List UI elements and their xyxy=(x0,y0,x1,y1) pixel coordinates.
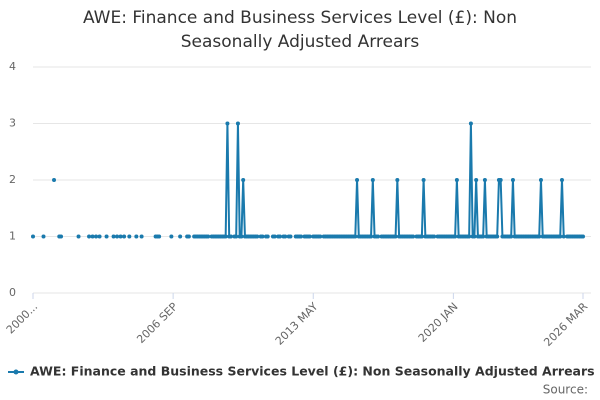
point xyxy=(495,234,500,239)
point xyxy=(52,178,57,182)
point xyxy=(265,234,270,239)
point xyxy=(411,234,416,239)
point xyxy=(104,234,109,239)
point xyxy=(157,234,162,239)
point xyxy=(288,234,293,239)
x-tick-label: 2026 MAR xyxy=(541,300,590,349)
point xyxy=(115,234,120,239)
point xyxy=(558,234,563,239)
point xyxy=(537,234,542,239)
y-tick-label: 0 xyxy=(9,286,16,299)
point xyxy=(223,234,228,239)
point xyxy=(498,178,503,182)
point xyxy=(393,234,398,239)
y-tick-label: 1 xyxy=(9,230,16,243)
point xyxy=(178,234,183,239)
point xyxy=(225,121,230,126)
point xyxy=(481,234,486,239)
point xyxy=(97,234,102,239)
point xyxy=(272,234,277,239)
point xyxy=(255,234,260,239)
point xyxy=(419,234,424,239)
point xyxy=(76,234,81,239)
point xyxy=(277,234,282,239)
point xyxy=(241,178,246,182)
point xyxy=(307,234,312,239)
point xyxy=(298,234,303,239)
point xyxy=(432,234,437,239)
point xyxy=(127,234,132,239)
point xyxy=(538,178,543,182)
point xyxy=(111,234,116,239)
chart-title: AWE: Finance and Business Services Level… xyxy=(82,8,518,52)
point xyxy=(559,178,564,182)
point xyxy=(228,234,233,239)
point xyxy=(467,234,472,239)
point xyxy=(206,234,211,239)
point xyxy=(353,234,358,239)
point xyxy=(122,234,127,239)
point xyxy=(472,234,477,239)
point xyxy=(370,178,375,182)
point xyxy=(376,234,381,239)
y-tick-label: 2 xyxy=(9,173,16,186)
point xyxy=(260,234,265,239)
x-tick-label: 2013 MAY xyxy=(273,300,321,348)
point xyxy=(90,234,95,239)
legend-marker xyxy=(13,369,19,375)
point xyxy=(509,234,514,239)
point xyxy=(421,178,426,182)
point xyxy=(31,234,35,239)
point xyxy=(234,234,239,239)
y-tick-label: 4 xyxy=(9,60,16,73)
point xyxy=(59,234,64,239)
point xyxy=(369,234,374,239)
y-tick-label: 3 xyxy=(9,117,16,130)
x-tick-label: 2020 JAN xyxy=(416,300,461,345)
point xyxy=(454,178,459,182)
point xyxy=(510,178,515,182)
point xyxy=(235,121,240,126)
point xyxy=(395,178,400,182)
point xyxy=(94,234,99,239)
point xyxy=(318,234,323,239)
point xyxy=(118,234,123,239)
point xyxy=(355,178,360,182)
point xyxy=(186,234,191,239)
point xyxy=(134,234,139,239)
x-tick-label: 2006 SEP xyxy=(134,300,180,346)
point xyxy=(283,234,288,239)
x-tick-label: 2000... xyxy=(4,300,40,336)
point xyxy=(169,234,174,239)
point xyxy=(482,178,487,182)
legend-label: AWE: Finance and Business Services Level… xyxy=(30,364,595,379)
point xyxy=(474,178,479,182)
point xyxy=(239,234,244,239)
point xyxy=(581,234,585,239)
point xyxy=(41,234,46,239)
point xyxy=(139,234,144,239)
point xyxy=(87,234,92,239)
point xyxy=(561,234,566,239)
point xyxy=(468,121,473,126)
source: Source: xyxy=(543,383,588,397)
point xyxy=(453,234,458,239)
